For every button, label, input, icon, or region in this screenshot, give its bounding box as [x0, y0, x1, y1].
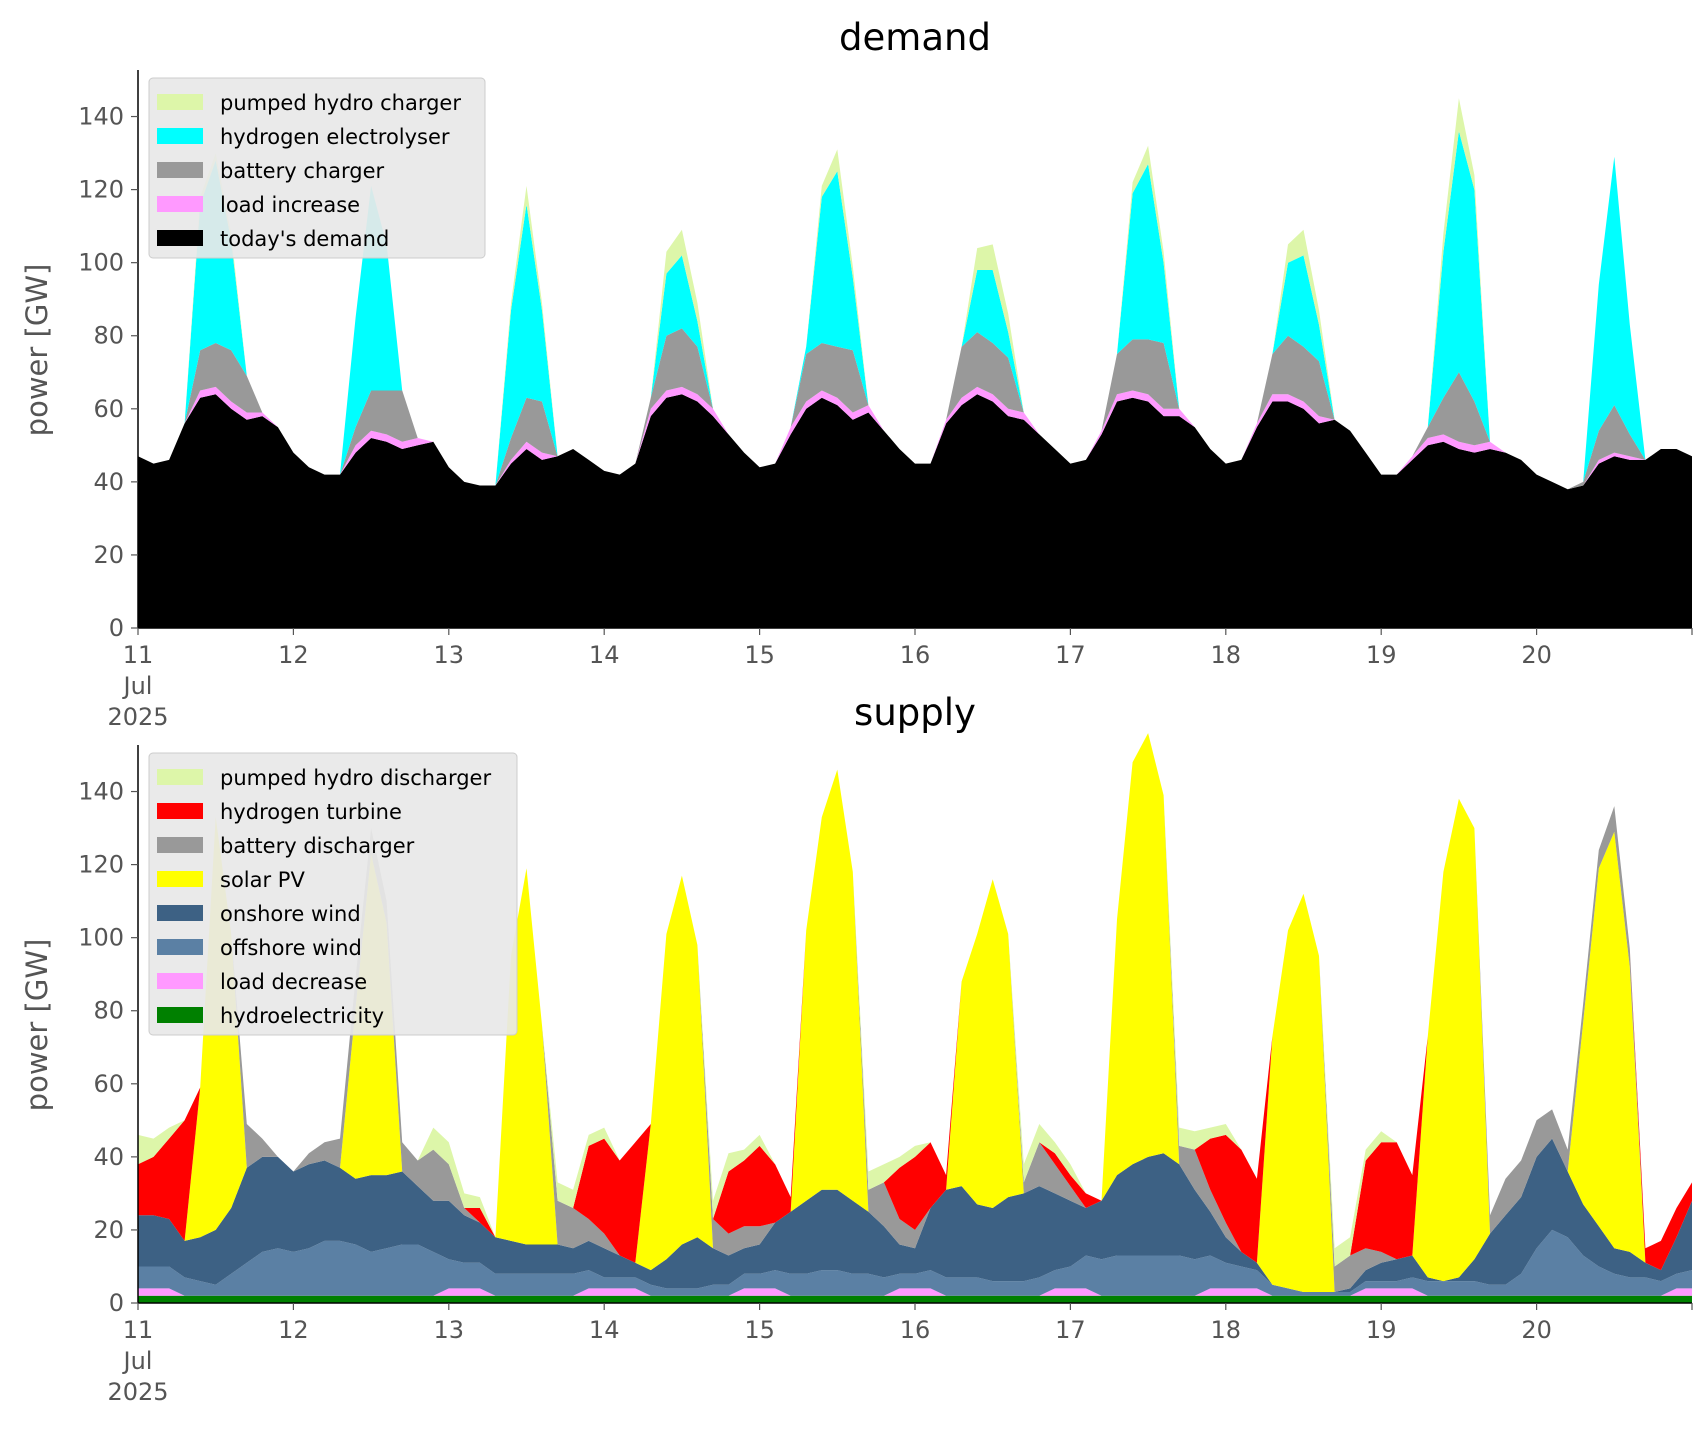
supply-legend-label-pumped-hydro-discharger: pumped hydro discharger — [220, 766, 491, 790]
demand-legend-label-today-s-demand: today's demand — [220, 227, 389, 251]
demand-legend-swatch-load-increase — [157, 196, 203, 212]
supply-y-tick-label: 140 — [78, 778, 124, 806]
demand-legend-swatch-today-s-demand — [157, 230, 203, 246]
supply-y-tick-label: 60 — [93, 1070, 124, 1098]
supply-area-hydrogen-turbine — [138, 733, 1692, 1271]
demand-x-tick-label: 11 Jul 2025 — [107, 641, 168, 731]
supply-area-hydroelectricity — [138, 1295, 1692, 1303]
demand-area-battery-charger — [138, 328, 1692, 490]
supply-x-tick-label: 19 — [1366, 1316, 1397, 1344]
supply-x-tick-label: 16 — [900, 1316, 931, 1344]
demand-x-tick-label: 17 — [1055, 641, 1086, 669]
supply-legend-swatch-onshore-wind — [157, 905, 203, 921]
demand-x-tick-label: 18 — [1211, 641, 1242, 669]
supply-panel: supply power [GW] 0 20 40 60 80 100 120 140 11 Ju… — [20, 691, 1693, 1406]
supply-legend-swatch-load-decrease — [157, 973, 203, 989]
supply-x-tick-label: 13 — [434, 1316, 465, 1344]
supply-legend-swatch-solar-pv — [157, 871, 203, 887]
demand-x-tick-label: 16 — [900, 641, 931, 669]
supply-legend-label-hydroelectricity: hydroelectricity — [220, 1004, 384, 1028]
supply-x-tick-label: 12 — [278, 1316, 309, 1344]
demand-axes: 0 20 40 60 80 100 120 140 11 Jul 2025 12 13 14 15 16 17 1… — [78, 70, 1693, 731]
demand-y-tick-label: 80 — [93, 322, 124, 350]
supply-y-tick-label: 0 — [109, 1289, 124, 1317]
demand-area-pumped-hydro-charger — [138, 98, 1692, 490]
supply-area-offshore-wind — [138, 1229, 1692, 1296]
supply-x-tick-label: 18 — [1211, 1316, 1242, 1344]
demand-x-tick-label: 13 — [434, 641, 465, 669]
demand-title: demand — [839, 16, 991, 59]
supply-x-tick-label: 11 Jul 2025 — [107, 1316, 168, 1406]
demand-panel: demand power [GW] 0 20 40 60 80 100 120 140 11 Ju… — [20, 16, 1693, 731]
supply-y-tick-label: 100 — [78, 924, 124, 952]
demand-legend-label-load-increase: load increase — [220, 193, 360, 217]
demand-x-tick-label: 15 — [744, 641, 775, 669]
supply-area-series — [138, 733, 1692, 1303]
supply-legend-swatch-pumped-hydro-discharger — [157, 769, 203, 785]
demand-y-tick-label: 20 — [93, 541, 124, 569]
supply-x-tick-label: 15 — [744, 1316, 775, 1344]
supply-axes: 0 20 40 60 80 100 120 140 11 Jul 2025 12 13 14 15 16 17 1… — [78, 745, 1693, 1406]
supply-area-solar-pv — [138, 733, 1692, 1292]
supply-legend-label-onshore-wind: onshore wind — [220, 902, 361, 926]
demand-x-tick-label: 12 — [278, 641, 309, 669]
supply-legend-swatch-offshore-wind — [157, 939, 203, 955]
demand-legend-swatch-hydrogen-electrolyser — [157, 128, 203, 144]
supply-legend-swatch-hydrogen-turbine — [157, 803, 203, 819]
supply-legend-label-offshore-wind: offshore wind — [220, 936, 362, 960]
supply-legend-label-solar-pv: solar PV — [220, 868, 305, 892]
supply-y-tick-label: 20 — [93, 1216, 124, 1244]
demand-area-hydrogen-electrolyser — [138, 131, 1692, 490]
supply-y-tick-label: 80 — [93, 997, 124, 1025]
supply-x-tick-label: 20 — [1521, 1316, 1552, 1344]
demand-y-tick-label: 120 — [78, 176, 124, 204]
supply-legend-label-load-decrease: load decrease — [220, 970, 367, 994]
demand-y-tick-label: 100 — [78, 249, 124, 277]
demand-legend-box — [148, 77, 486, 259]
supply-y-axis-label: power [GW] — [20, 939, 54, 1112]
demand-legend-label-hydrogen-electrolyser: hydrogen electrolyser — [220, 125, 450, 149]
supply-legend: pumped hydro discharger hydrogen turbine b… — [148, 752, 518, 1036]
demand-legend-swatch-battery-charger — [157, 162, 203, 178]
supply-legend-label-battery-discharger: battery discharger — [220, 834, 415, 858]
supply-x-tick-label: 14 — [589, 1316, 620, 1344]
demand-legend-label-pumped-hydro-charger: pumped hydro charger — [220, 91, 461, 115]
supply-legend-swatch-battery-discharger — [157, 837, 203, 853]
demand-x-tick-label: 20 — [1521, 641, 1552, 669]
demand-x-tick-label: 19 — [1366, 641, 1397, 669]
demand-x-tick-label: 14 — [589, 641, 620, 669]
supply-legend-swatch-hydroelectricity — [157, 1007, 203, 1023]
supply-y-tick-label: 120 — [78, 851, 124, 879]
demand-y-tick-label: 0 — [109, 614, 124, 642]
demand-legend-swatch-pumped-hydro-charger — [157, 94, 203, 110]
demand-area-series — [138, 98, 1692, 628]
supply-area-onshore-wind — [138, 1138, 1692, 1292]
demand-y-tick-label: 60 — [93, 395, 124, 423]
supply-legend-label-hydrogen-turbine: hydrogen turbine — [220, 800, 402, 824]
supply-y-tick-label: 40 — [93, 1143, 124, 1171]
demand-y-tick-label: 140 — [78, 103, 124, 131]
supply-area-load-decrease — [138, 1288, 1692, 1296]
demand-y-axis-label: power [GW] — [20, 264, 54, 437]
demand-area-today-s-demand — [138, 394, 1692, 628]
demand-y-tick-label: 40 — [93, 468, 124, 496]
demand-legend-label-battery-charger: battery charger — [220, 159, 385, 183]
supply-legend-box — [148, 752, 518, 1036]
demand-legend: pumped hydro charger hydrogen electrolyse… — [148, 77, 486, 259]
supply-title: supply — [854, 691, 976, 734]
supply-x-tick-label: 17 — [1055, 1316, 1086, 1344]
